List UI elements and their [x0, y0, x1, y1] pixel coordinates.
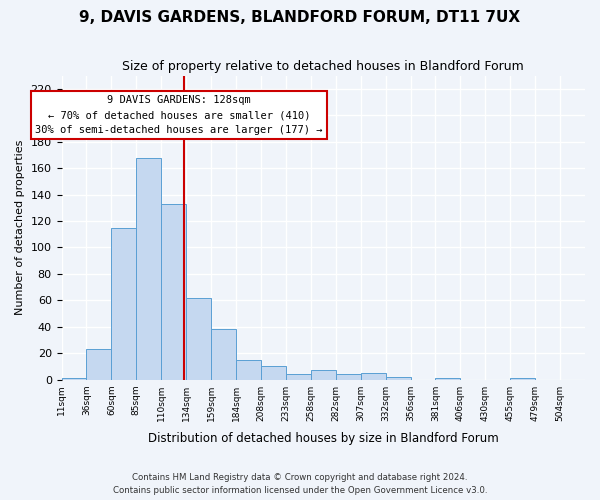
Bar [211, 330, 236, 380]
Bar [436, 378, 460, 380]
Bar [361, 373, 386, 380]
Bar [311, 370, 336, 380]
Bar [261, 366, 286, 380]
Text: 9 DAVIS GARDENS: 128sqm
← 70% of detached houses are smaller (410)
30% of semi-d: 9 DAVIS GARDENS: 128sqm ← 70% of detache… [35, 96, 323, 135]
Bar [286, 374, 311, 380]
Bar [62, 378, 86, 380]
Bar [510, 378, 535, 380]
X-axis label: Distribution of detached houses by size in Blandford Forum: Distribution of detached houses by size … [148, 432, 499, 445]
Y-axis label: Number of detached properties: Number of detached properties [15, 140, 25, 316]
Bar [161, 204, 186, 380]
Bar [186, 298, 211, 380]
Bar [386, 377, 410, 380]
Text: Contains HM Land Registry data © Crown copyright and database right 2024.
Contai: Contains HM Land Registry data © Crown c… [113, 474, 487, 495]
Title: Size of property relative to detached houses in Blandford Forum: Size of property relative to detached ho… [122, 60, 524, 73]
Bar [86, 349, 112, 380]
Bar [112, 228, 136, 380]
Bar [136, 158, 161, 380]
Bar [336, 374, 361, 380]
Bar [236, 360, 261, 380]
Text: 9, DAVIS GARDENS, BLANDFORD FORUM, DT11 7UX: 9, DAVIS GARDENS, BLANDFORD FORUM, DT11 … [79, 10, 521, 25]
